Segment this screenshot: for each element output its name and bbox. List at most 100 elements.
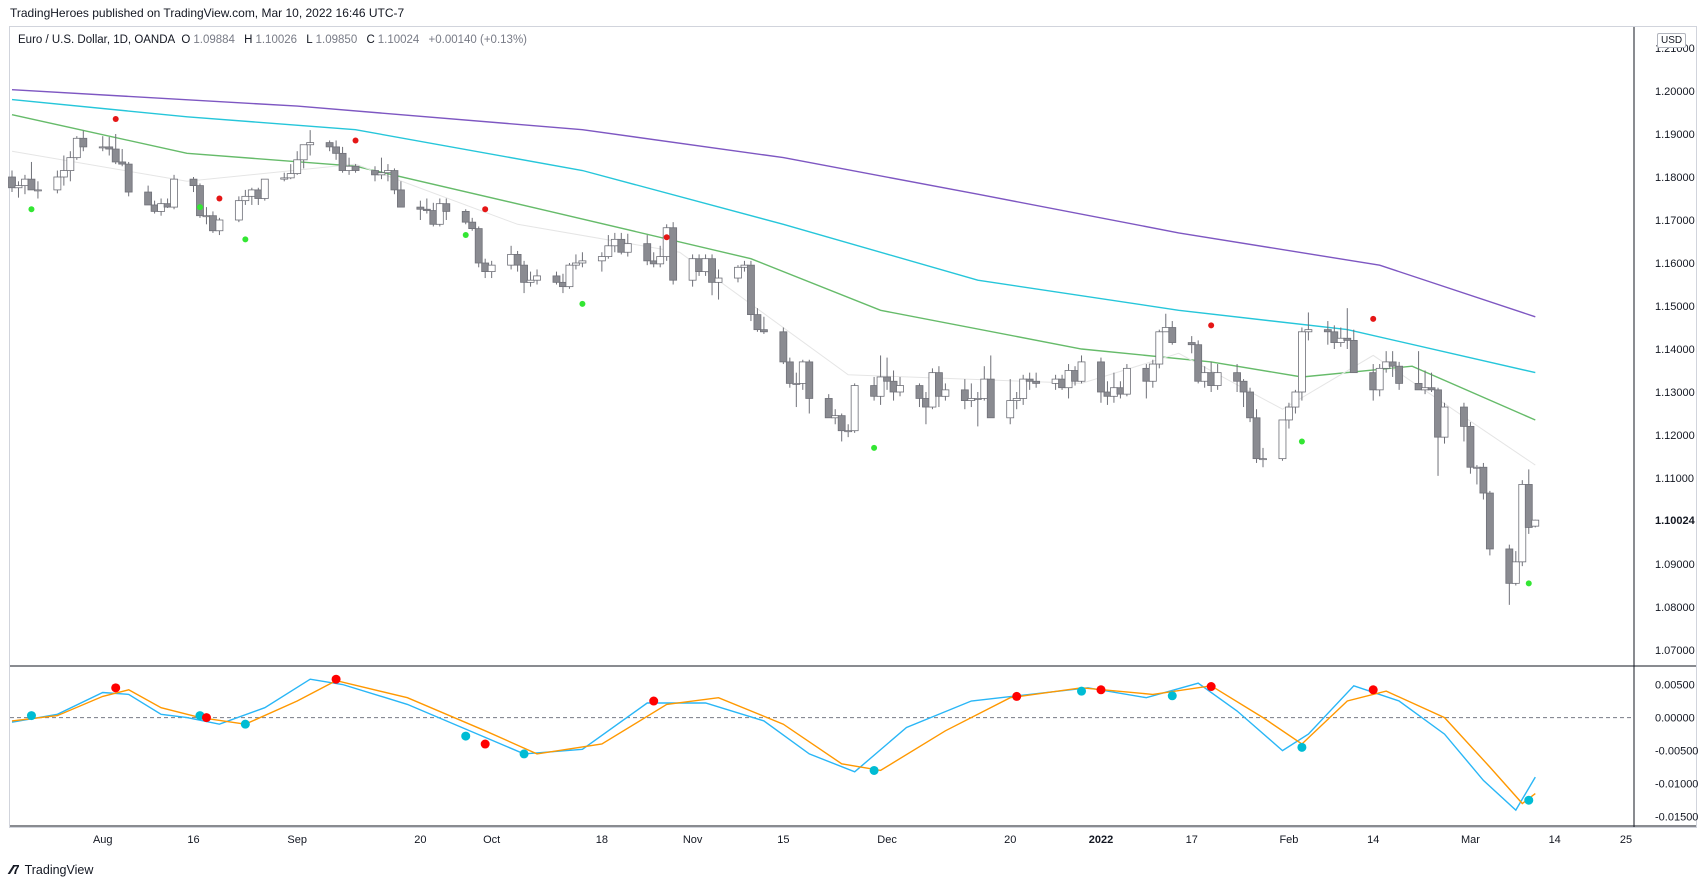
candle bbox=[461, 209, 470, 225]
candle bbox=[1110, 372, 1118, 403]
candle bbox=[442, 198, 451, 220]
candle-body bbox=[669, 227, 678, 281]
candle-body bbox=[1518, 484, 1527, 563]
candle-body bbox=[649, 260, 658, 265]
candle-body bbox=[390, 170, 399, 191]
candle bbox=[922, 392, 930, 425]
candle-body bbox=[215, 219, 224, 232]
candle bbox=[747, 260, 755, 322]
candle-body bbox=[662, 227, 671, 257]
candle-body bbox=[247, 189, 256, 197]
cross-marker-up bbox=[519, 749, 529, 759]
cross-marker-up bbox=[869, 765, 879, 775]
candle bbox=[1187, 336, 1196, 354]
candle bbox=[66, 151, 75, 182]
price-tick-label: 1.15000 bbox=[1655, 301, 1695, 313]
candle-body bbox=[831, 415, 840, 419]
candle bbox=[824, 394, 833, 419]
candle-body bbox=[1012, 398, 1021, 402]
candle bbox=[79, 130, 88, 152]
candle bbox=[1304, 312, 1313, 341]
candle bbox=[377, 157, 386, 180]
cross-marker-down bbox=[1206, 682, 1216, 692]
close-value: 1.10024 bbox=[377, 34, 420, 46]
candle bbox=[247, 187, 256, 205]
candle-body bbox=[617, 238, 626, 253]
candle-body bbox=[1479, 466, 1488, 494]
candle-body bbox=[1524, 484, 1533, 528]
cross-marker-up bbox=[26, 711, 36, 721]
candle-body bbox=[416, 206, 425, 210]
candle-body bbox=[986, 378, 995, 419]
candle-body bbox=[1434, 389, 1442, 438]
price-pane bbox=[8, 89, 1540, 605]
candle bbox=[53, 170, 62, 194]
candle-body bbox=[286, 173, 295, 179]
candle-body bbox=[1239, 380, 1248, 393]
candle-body bbox=[1168, 327, 1177, 343]
ema_cyan-line bbox=[11, 98, 1536, 374]
candle bbox=[1239, 379, 1248, 408]
candle bbox=[351, 164, 360, 173]
price-tick-label: 1.18000 bbox=[1655, 172, 1695, 184]
high-value: 1.10026 bbox=[255, 34, 298, 46]
change-value: +0.00140 (+0.13%) bbox=[428, 34, 527, 46]
time-tick-label: 14 bbox=[1549, 834, 1561, 846]
candle-body bbox=[526, 279, 535, 283]
axes: 1.210001.200001.190001.180001.170001.160… bbox=[10, 27, 1698, 846]
candle bbox=[72, 136, 81, 160]
signal-dot-green bbox=[196, 204, 203, 211]
candle bbox=[215, 217, 224, 236]
price-tick-label: 1.14000 bbox=[1655, 344, 1695, 356]
candle bbox=[1434, 387, 1442, 476]
candle-body bbox=[1006, 400, 1015, 419]
low-label: L bbox=[306, 34, 313, 46]
candle bbox=[559, 273, 567, 294]
tradingview-logo-icon: ⁄⁄7 bbox=[10, 862, 20, 877]
candle bbox=[1252, 409, 1261, 463]
candle-body bbox=[824, 398, 833, 419]
candle bbox=[1246, 387, 1254, 423]
candle-body bbox=[507, 253, 516, 266]
candle bbox=[8, 170, 16, 193]
candle-body bbox=[604, 245, 613, 257]
candle-body bbox=[805, 361, 814, 399]
candle-body bbox=[1440, 406, 1449, 438]
candle-body bbox=[332, 146, 340, 154]
candle-body bbox=[889, 380, 898, 393]
close-label: C bbox=[366, 34, 375, 46]
candle bbox=[429, 202, 438, 227]
candle-body bbox=[1375, 367, 1384, 391]
candle-body bbox=[293, 159, 302, 174]
candle bbox=[1531, 519, 1540, 528]
cross-marker-down bbox=[1096, 685, 1106, 695]
time-tick-label: Feb bbox=[1279, 834, 1298, 846]
candle bbox=[779, 327, 788, 365]
candle-body bbox=[967, 398, 976, 402]
currency-badge[interactable]: USD bbox=[1657, 33, 1687, 48]
candle-body bbox=[610, 238, 619, 247]
candle-body bbox=[254, 189, 263, 199]
footer[interactable]: ⁄⁄7 TradingView bbox=[10, 862, 93, 877]
time-tick-label: Dec bbox=[877, 834, 897, 846]
candle bbox=[714, 269, 723, 300]
candle bbox=[844, 424, 853, 438]
osc_fast-line bbox=[11, 678, 1536, 812]
time-tick-label: 16 bbox=[187, 834, 199, 846]
time-tick-label: Aug bbox=[93, 834, 113, 846]
candle bbox=[286, 164, 295, 180]
candle bbox=[1025, 372, 1034, 390]
price-tick-label: 1.11000 bbox=[1655, 473, 1694, 485]
candle bbox=[1006, 379, 1015, 425]
candle bbox=[14, 181, 23, 198]
candle-body bbox=[980, 378, 989, 399]
candle bbox=[474, 226, 483, 268]
candle-body bbox=[345, 165, 353, 171]
candle bbox=[1019, 374, 1028, 405]
low-value: 1.09850 bbox=[315, 34, 358, 46]
candle bbox=[980, 366, 989, 401]
candle bbox=[1343, 308, 1352, 349]
candle-body bbox=[1025, 378, 1034, 382]
candle bbox=[468, 217, 477, 231]
